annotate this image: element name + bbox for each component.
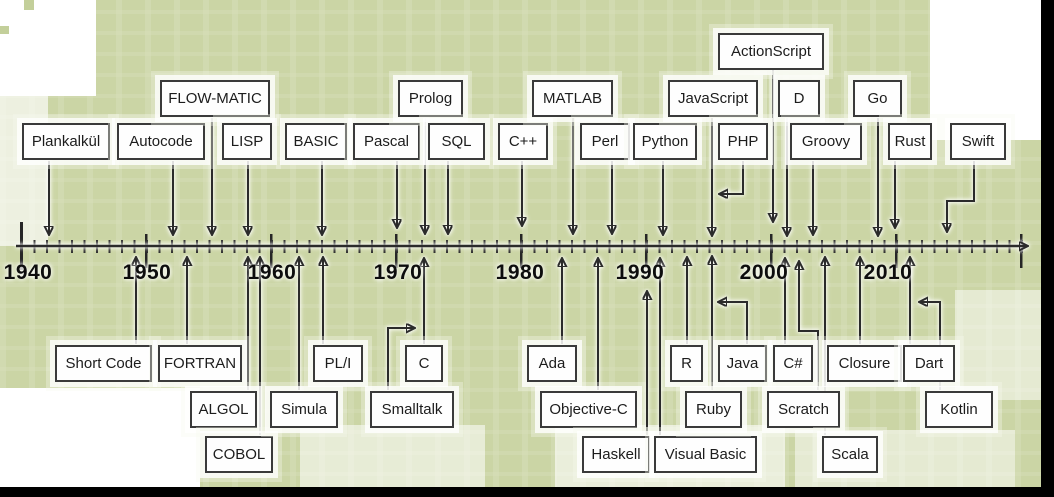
lang-box-prolog: Prolog xyxy=(398,80,463,117)
frame-right-edge xyxy=(1041,0,1054,497)
lang-box-objective-c: Objective-C xyxy=(540,391,637,428)
decade-label-1960: 1960 xyxy=(247,261,297,284)
frame-bottom-edge xyxy=(0,487,1054,497)
lang-box-cpp: C++ xyxy=(498,123,548,160)
lang-box-ada: Ada xyxy=(527,345,577,382)
lang-box-rust: Rust xyxy=(888,123,932,160)
lang-box-scratch: Scratch xyxy=(767,391,840,428)
arrow-scratch xyxy=(799,263,819,390)
lang-box-basic: BASIC xyxy=(285,123,347,160)
lang-box-visual-basic: Visual Basic xyxy=(654,436,757,473)
lang-box-d: D xyxy=(778,80,820,117)
lang-box-pli: PL/I xyxy=(313,345,363,382)
lang-box-php: PHP xyxy=(718,123,768,160)
lang-box-groovy: Groovy xyxy=(790,123,862,160)
decade-label-2010: 2010 xyxy=(863,261,913,284)
corner-artifact xyxy=(24,0,34,10)
lang-box-scala: Scala xyxy=(822,436,878,473)
lang-box-autocode: Autocode xyxy=(117,123,205,160)
lang-box-c: C xyxy=(405,345,443,382)
lang-box-short-code: Short Code xyxy=(55,345,152,382)
lang-box-r: R xyxy=(670,345,703,382)
lang-box-flow-matic: FLOW-MATIC xyxy=(160,80,270,117)
corner-artifact xyxy=(0,26,9,34)
white-patch xyxy=(300,425,485,487)
lang-box-pascal: Pascal xyxy=(353,123,420,160)
arrow-java xyxy=(720,302,748,344)
decade-label-1990: 1990 xyxy=(615,261,665,284)
lang-box-actionscript: ActionScript xyxy=(718,33,824,70)
white-patch xyxy=(0,96,48,246)
decade-label-1970: 1970 xyxy=(373,261,423,284)
lang-box-haskell: Haskell xyxy=(582,436,650,473)
lang-box-closure: Closure xyxy=(827,345,902,382)
white-patch xyxy=(0,0,96,96)
lang-box-perl: Perl xyxy=(580,123,630,160)
arrow-php xyxy=(721,161,744,194)
lang-box-fortran: FORTRAN xyxy=(158,345,242,382)
decade-label-1940: 1940 xyxy=(3,261,53,284)
lang-box-plankalkul: Plankalkül xyxy=(22,123,110,160)
white-patch xyxy=(0,388,200,487)
white-patch xyxy=(955,290,1041,400)
decade-label-1950: 1950 xyxy=(122,261,172,284)
white-patch xyxy=(930,0,1041,140)
decade-label-2000: 2000 xyxy=(739,261,789,284)
lang-box-matlab: MATLAB xyxy=(532,80,613,117)
lang-box-cobol: COBOL xyxy=(205,436,273,473)
lang-box-smalltalk: Smalltalk xyxy=(370,391,454,428)
lang-box-java: Java xyxy=(718,345,767,382)
lang-box-go: Go xyxy=(853,80,902,117)
decade-label-1980: 1980 xyxy=(495,261,545,284)
lang-box-swift: Swift xyxy=(950,123,1006,160)
lang-box-csharp: C# xyxy=(773,345,813,382)
lang-box-algol: ALGOL xyxy=(190,391,257,428)
lang-box-kotlin: Kotlin xyxy=(925,391,993,428)
lang-box-lisp: LISP xyxy=(222,123,272,160)
lang-box-sql: SQL xyxy=(428,123,485,160)
arrow-swift xyxy=(947,161,975,230)
arrow-smalltalk xyxy=(387,328,413,390)
lang-box-ruby: Ruby xyxy=(685,391,742,428)
lang-box-dart: Dart xyxy=(903,345,955,382)
lang-box-javascript: JavaScript xyxy=(668,80,758,117)
lang-box-simula: Simula xyxy=(270,391,338,428)
lang-box-python: Python xyxy=(633,123,697,160)
